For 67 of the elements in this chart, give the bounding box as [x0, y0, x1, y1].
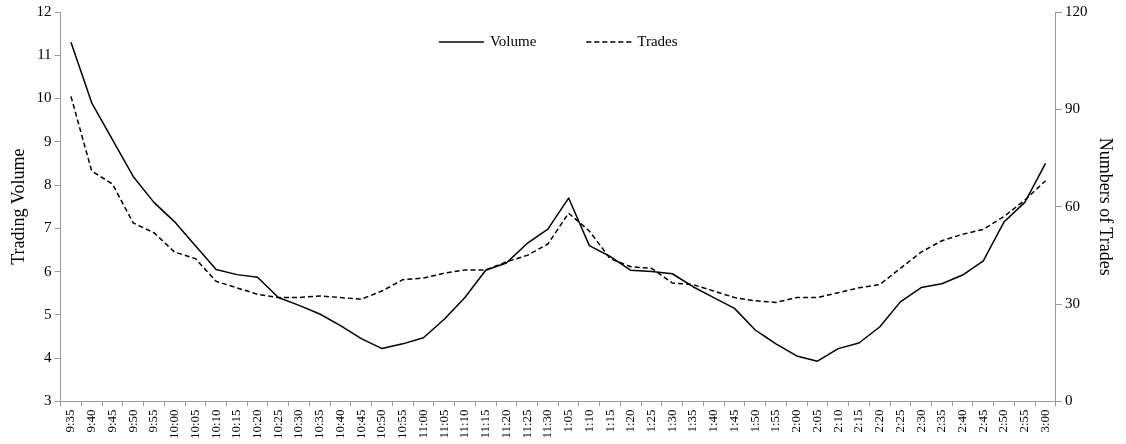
x-tick-label: 2:25: [891, 409, 907, 433]
x-tick-label: 2:00: [788, 409, 804, 433]
x-tick-label: 10:10: [207, 409, 223, 440]
x-tick-label: 11:10: [456, 409, 472, 439]
x-tick-label: 10:00: [166, 409, 182, 440]
x-tick-label: 10:05: [186, 409, 202, 440]
x-tick-label: 11:05: [435, 409, 451, 439]
y-tick-label: 7: [44, 219, 53, 236]
x-tick-label: 9:35: [62, 409, 78, 433]
x-tick-label: 1:10: [580, 409, 596, 433]
x-tick-label: 1:25: [642, 409, 658, 433]
y-tick-label: 5: [44, 305, 52, 322]
x-tick-label: 10:50: [373, 409, 389, 440]
x-tick-label: 1:40: [705, 409, 721, 433]
x-tick-label: 11:15: [477, 409, 493, 439]
x-tick-label: 2:45: [974, 409, 990, 433]
x-tick-label: 10:35: [311, 409, 327, 440]
y-tick-label: 8: [44, 176, 52, 192]
y2-tick-label: 0: [1064, 392, 1073, 409]
x-tick-label: 2:20: [871, 409, 887, 433]
y-tick-label: 11: [37, 46, 52, 63]
x-tick-label: 11:25: [518, 409, 534, 439]
y-tick-label: 4: [44, 349, 53, 366]
x-tick-label: 2:30: [912, 409, 928, 433]
x-tick-label: 10:55: [394, 409, 410, 440]
x-tick-label: 1:15: [601, 409, 617, 433]
x-tick-label: 9:40: [83, 409, 99, 433]
x-tick-label: 9:45: [103, 409, 119, 433]
y-tick-label: 3: [44, 392, 52, 409]
x-tick-label: 10:30: [290, 409, 306, 440]
y-axis-title: Trading Volume: [7, 148, 28, 265]
x-tick-label: 2:10: [829, 409, 845, 433]
x-tick-label: 1:20: [622, 409, 638, 433]
y2-tick-label: 60: [1064, 197, 1080, 214]
x-tick-label: 9:50: [124, 409, 140, 433]
x-tick-label: 10:20: [249, 409, 265, 440]
legend-label: Trades: [637, 32, 678, 49]
x-tick-label: 9:55: [145, 409, 161, 433]
x-tick-label: 11:20: [497, 409, 513, 439]
y2-tick-label: 90: [1064, 100, 1080, 117]
x-tick-label: 3:00: [1036, 409, 1052, 433]
y2-axis-title: Numbers of Trades: [1096, 137, 1117, 276]
x-tick-label: 10:45: [352, 409, 368, 440]
y2-tick-label: 30: [1064, 294, 1080, 311]
x-tick-label: 1:50: [746, 409, 762, 433]
x-tick-label: 10:15: [228, 409, 244, 440]
x-tick-label: 11:00: [414, 409, 430, 439]
y-tick-label: 10: [36, 89, 52, 106]
y-tick-label: 9: [44, 132, 52, 149]
y2-tick-label: 120: [1064, 2, 1088, 19]
x-tick-label: 2:55: [1016, 409, 1032, 433]
x-tick-label: 10:25: [269, 409, 285, 440]
x-tick-label: 1:55: [767, 409, 783, 433]
x-tick-label: 2:50: [995, 409, 1011, 433]
x-tick-label: 1:45: [725, 409, 741, 433]
x-tick-label: 11:30: [539, 409, 555, 439]
x-tick-label: 1:35: [684, 409, 700, 433]
y-tick-label: 12: [36, 2, 52, 19]
x-tick-label: 1:05: [560, 409, 576, 433]
x-tick-label: 2:40: [954, 409, 970, 433]
x-tick-label: 2:05: [808, 409, 824, 433]
y-tick-label: 6: [44, 262, 53, 279]
x-tick-label: 1:30: [663, 409, 679, 433]
x-tick-label: 10:40: [331, 409, 347, 440]
x-tick-label: 2:35: [933, 409, 949, 433]
x-tick-label: 2:15: [850, 409, 866, 433]
legend-label: Volume: [489, 32, 537, 49]
